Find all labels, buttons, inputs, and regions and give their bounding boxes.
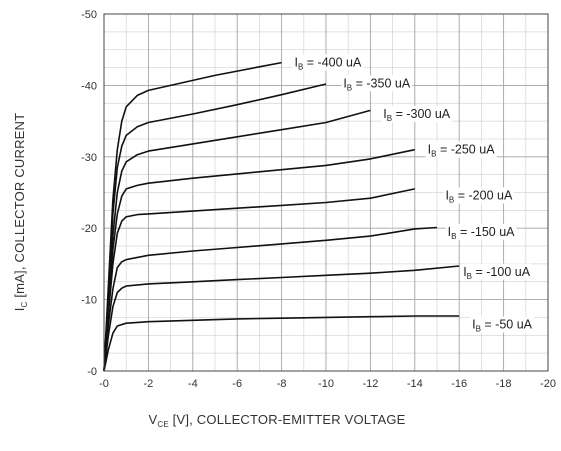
series-label: IB = -150 uA bbox=[448, 225, 516, 241]
series-label-bg bbox=[461, 263, 533, 280]
series-labels: IB = -400 uA IB = -350 uA IB = -300 uA IB =… bbox=[292, 54, 534, 334]
series-line bbox=[103, 148, 415, 372]
series-label-bg bbox=[292, 54, 364, 71]
series-label: IB = -400 uA bbox=[294, 56, 362, 72]
series-label-bg bbox=[443, 187, 515, 204]
y-tick-label: -50 bbox=[81, 9, 97, 21]
x-tick-label: -6 bbox=[232, 378, 242, 390]
y-axis-title: IC [mA], COLLECTOR CURRENT bbox=[12, 113, 29, 312]
series-label-bg bbox=[470, 316, 534, 333]
x-tick-label: -16 bbox=[451, 378, 467, 390]
x-axis-title: VCE [V], COLLECTOR-EMITTER VOLTAGE bbox=[148, 412, 405, 429]
series-line bbox=[103, 83, 327, 372]
x-tick-label: -14 bbox=[407, 378, 423, 390]
x-tick-label: -0 bbox=[99, 378, 109, 390]
series-line bbox=[103, 315, 460, 372]
y-tick-label: -10 bbox=[81, 295, 97, 307]
series-label: IB = -200 uA bbox=[445, 188, 513, 204]
curves bbox=[103, 61, 460, 372]
series-label-bg bbox=[425, 141, 497, 158]
series-label: IB = -300 uA bbox=[383, 107, 451, 123]
x-tick-label: -4 bbox=[188, 378, 198, 390]
plot-frame bbox=[103, 13, 549, 372]
series-label: IB = -100 uA bbox=[463, 265, 531, 281]
x-tick-label: -12 bbox=[362, 378, 378, 390]
series-label: IB = -250 uA bbox=[428, 143, 496, 159]
x-tick-labels: -0 -2 -4 -6 -8 -10 -12 -14 -16 -18 -20 bbox=[99, 378, 556, 390]
y-tick-label: -30 bbox=[81, 152, 97, 164]
series-label: IB = -50 uA bbox=[472, 318, 533, 334]
x-tick-label: -18 bbox=[496, 378, 512, 390]
series-label-bg bbox=[445, 223, 517, 240]
y-tick-label: -40 bbox=[81, 80, 97, 92]
y-tick-label: -0 bbox=[87, 366, 97, 378]
series-label: IB = -350 uA bbox=[343, 76, 411, 92]
grid bbox=[104, 14, 548, 371]
x-tick-label: -8 bbox=[277, 378, 287, 390]
series-line bbox=[103, 226, 438, 372]
series-line bbox=[103, 109, 371, 372]
series-label-bg bbox=[381, 105, 453, 122]
y-tick-labels: -0 -10 -20 -30 -40 -50 bbox=[81, 9, 97, 378]
series-line bbox=[103, 265, 460, 372]
series-line bbox=[103, 188, 415, 372]
series-line bbox=[103, 61, 282, 372]
x-tick-label: -2 bbox=[144, 378, 154, 390]
x-tick-label: -20 bbox=[540, 378, 556, 390]
y-tick-label: -20 bbox=[81, 223, 97, 235]
x-tick-label: -10 bbox=[318, 378, 334, 390]
series-label-bg bbox=[341, 75, 413, 92]
